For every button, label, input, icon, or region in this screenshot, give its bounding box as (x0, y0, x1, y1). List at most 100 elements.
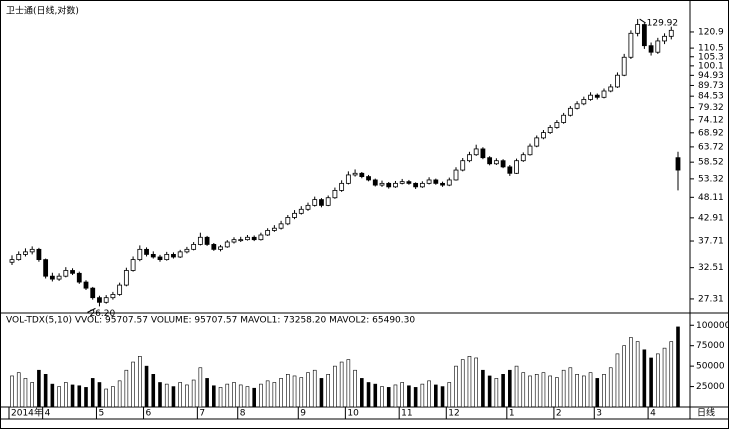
candle-body (426, 179, 432, 184)
volume-bar (198, 367, 203, 408)
y-tick-label: 74.12 (698, 115, 724, 125)
volume-bar (124, 369, 129, 408)
candle-body (581, 99, 587, 105)
candle-body (231, 239, 237, 243)
y-tick-label: 89.73 (698, 81, 724, 91)
annotation-leader (639, 18, 646, 24)
y-tick-label: 84.53 (698, 92, 724, 102)
volume-bar (454, 365, 458, 408)
volume-bar (534, 374, 539, 408)
volume-bar (339, 361, 344, 408)
y-tick-label: 68.92 (698, 128, 724, 138)
vol-y-tick-label: 100000 (696, 321, 729, 331)
volume-bar (319, 378, 324, 408)
volume-bar (279, 378, 283, 408)
volume-bar (131, 361, 135, 408)
candle-body (547, 127, 553, 134)
volume-bar (514, 365, 519, 408)
candle-body (608, 86, 614, 92)
candle-body (184, 248, 190, 253)
volume-bar (380, 386, 384, 408)
volume-bar (164, 383, 169, 408)
volume-bar (366, 382, 371, 408)
candle-body (251, 236, 257, 241)
volume-bar (669, 341, 674, 408)
candle-body (36, 248, 42, 261)
volume-bar (292, 375, 297, 408)
volume-bar (158, 382, 162, 408)
candle-body (413, 182, 419, 188)
candle-body (285, 217, 291, 225)
candle-body (90, 287, 96, 299)
volume-bar (286, 374, 290, 408)
candle-body (379, 182, 385, 186)
candle-body (648, 45, 654, 53)
candle-body (238, 239, 244, 242)
candle-body (662, 35, 667, 42)
candle-body (130, 259, 136, 271)
candle-body (594, 94, 600, 98)
candle-body (406, 181, 412, 184)
candle-body (440, 182, 445, 186)
volume-bar (656, 353, 660, 408)
volume-bar (117, 380, 122, 408)
candle-body (460, 160, 466, 171)
candle-body (487, 157, 493, 165)
candle-body (292, 212, 297, 218)
volume-bar (521, 372, 526, 408)
volume-bar (582, 375, 586, 408)
candle-body (258, 234, 264, 241)
x-tick-label: 7 (199, 409, 205, 419)
candle-body (345, 174, 351, 184)
candle-body (366, 176, 371, 181)
x-tick-label: 9 (300, 409, 306, 419)
candle-body (137, 248, 143, 261)
candle-body (339, 182, 345, 191)
volume-bar (602, 374, 606, 408)
candle-body (110, 294, 116, 299)
candle-body (386, 182, 392, 188)
candle-body (467, 154, 472, 162)
volume-bar (64, 382, 68, 408)
candle-body (245, 236, 250, 241)
candle-body (171, 254, 176, 258)
volume-bar (10, 375, 14, 408)
candle-body (177, 251, 183, 258)
candle-body (419, 182, 425, 188)
x-tick-label: 4 (650, 409, 656, 419)
candle-body (500, 160, 506, 168)
candle-body (49, 275, 55, 280)
volume-bar (326, 374, 330, 408)
vol-y-tick-label: 75000 (696, 341, 725, 351)
volume-bar (595, 378, 600, 408)
volume-bar (386, 387, 391, 408)
candle-body (635, 24, 641, 34)
candle-body (514, 160, 519, 174)
volume-bar (77, 385, 82, 408)
volume-bar (259, 383, 263, 408)
candle-body (655, 40, 661, 53)
annotation: 129.92 (647, 19, 679, 29)
volume-bar (575, 374, 579, 408)
candle-body (332, 190, 338, 199)
volume-bar (43, 374, 48, 408)
volume-bar (434, 384, 438, 408)
volume-bar (57, 386, 61, 408)
y-tick-label: 120.9 (698, 27, 724, 37)
candle-body (507, 166, 513, 174)
volume-bar (447, 382, 452, 408)
candle-body (675, 157, 681, 171)
volume-bar (676, 326, 680, 408)
candle-body (527, 145, 533, 156)
candle-body (615, 74, 620, 88)
y-tick-label: 37.71 (698, 237, 724, 247)
volume-bar (151, 374, 156, 408)
volume-bar (561, 369, 566, 408)
y-tick-label: 48.11 (698, 193, 724, 203)
y-tick-label: 53.32 (698, 174, 724, 184)
vol-y-tick-label: 50000 (696, 362, 725, 372)
candle-body (325, 197, 331, 206)
volume-bar (238, 384, 243, 408)
volume-bar (218, 387, 223, 408)
